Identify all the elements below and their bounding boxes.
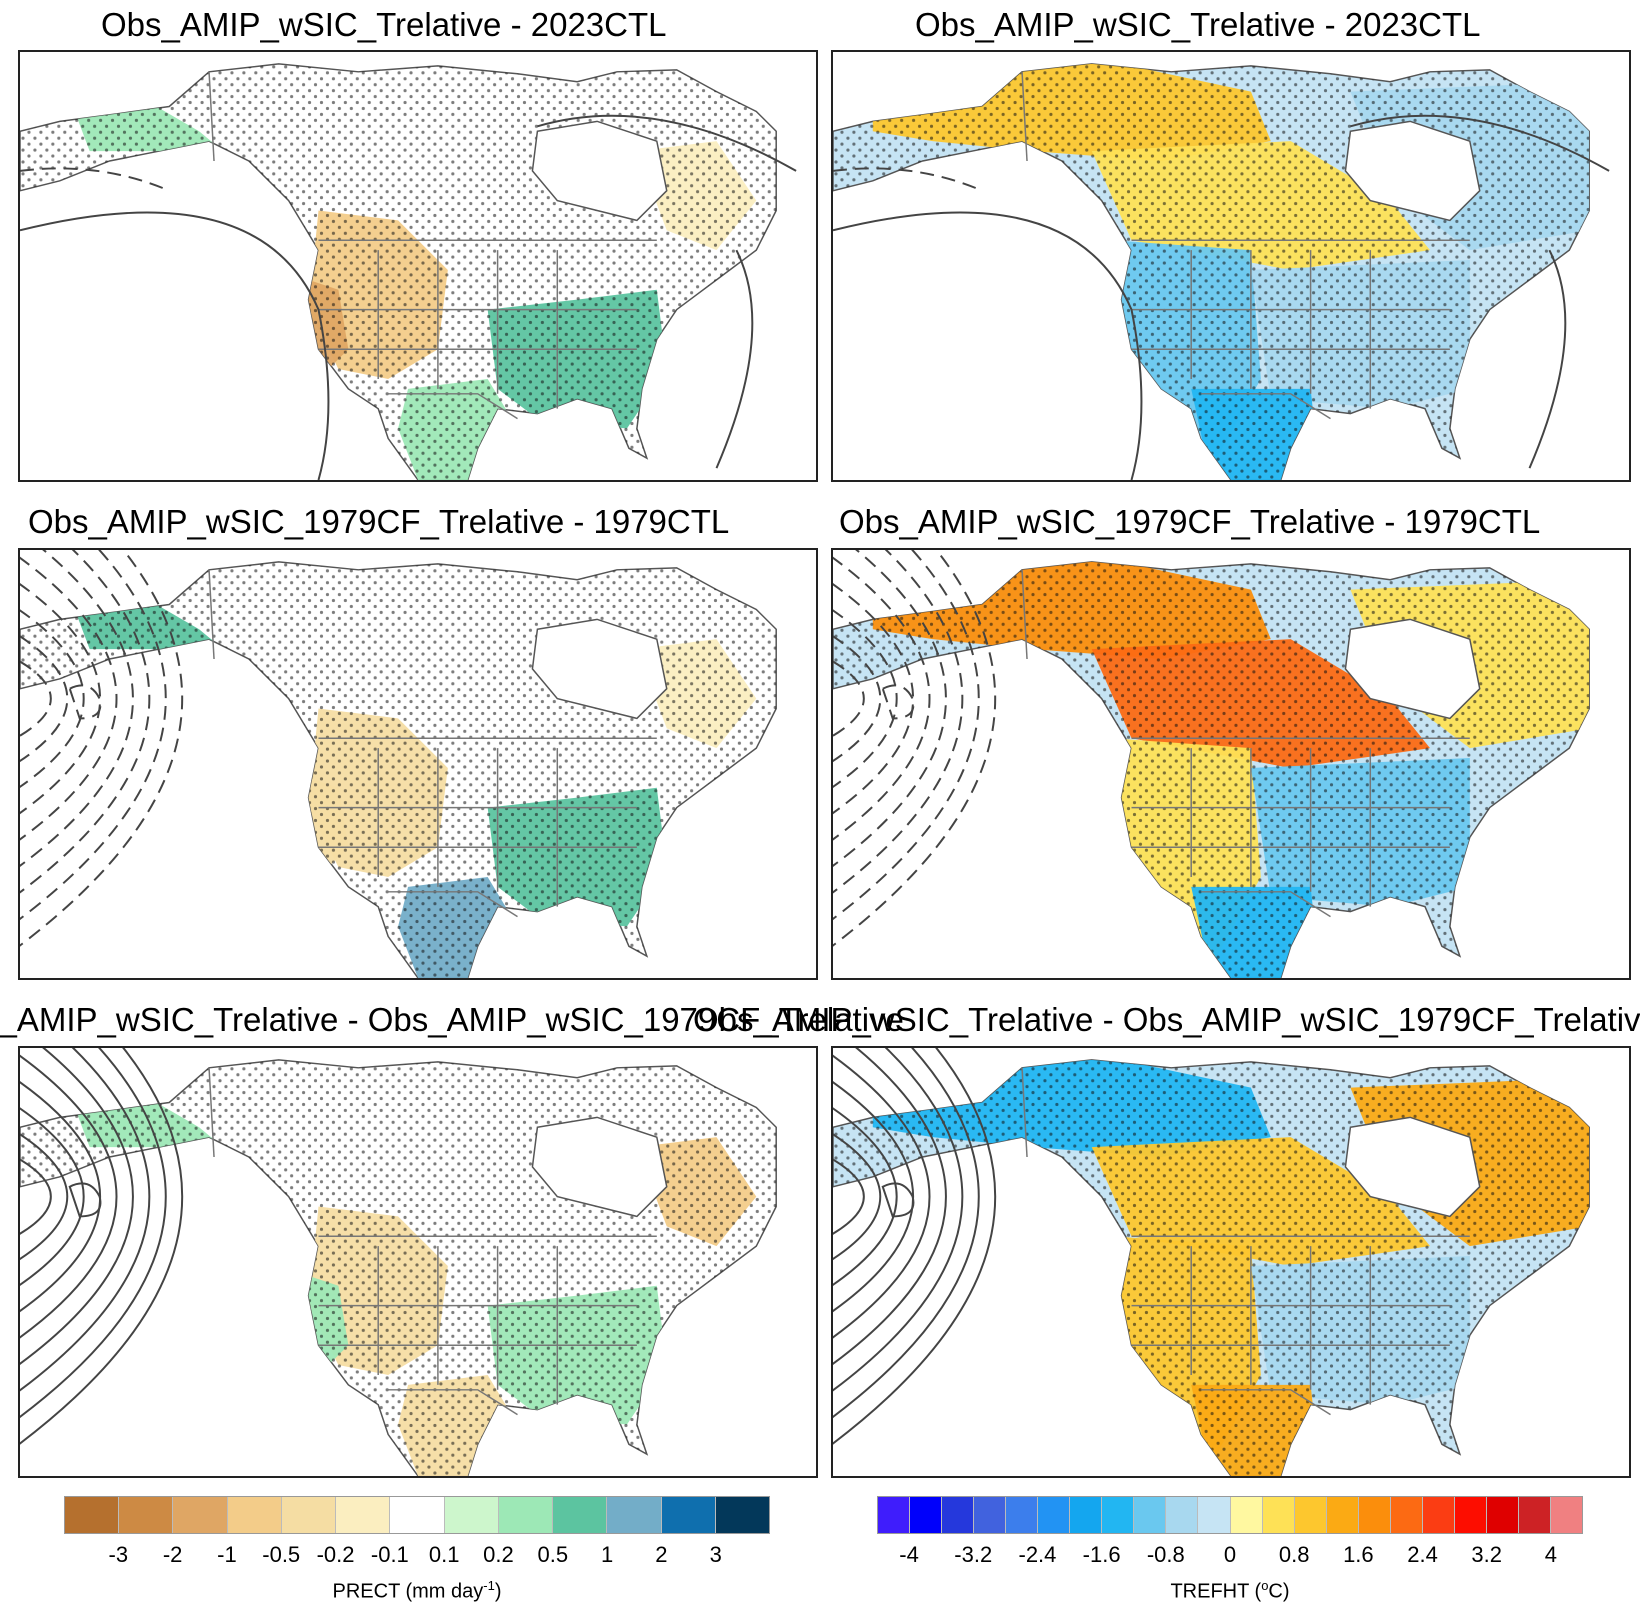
colorbar-tick-label: 3 <box>709 1542 722 1567</box>
colorbar-cell <box>1294 1497 1327 1533</box>
colorbar-cell <box>1070 1497 1103 1533</box>
significance-stippling <box>833 561 1590 978</box>
colorbar-cell <box>910 1497 943 1533</box>
map-panel-6 <box>831 1046 1631 1478</box>
colorbar-cell <box>173 1497 228 1533</box>
colorbar-cell <box>607 1497 662 1533</box>
colorbar-tick-label: 0.2 <box>483 1542 514 1567</box>
colorbar-tick-label: -1.6 <box>1082 1542 1121 1567</box>
hudson-bay <box>531 1116 668 1218</box>
colorbar-cell <box>1102 1497 1135 1533</box>
map-svg <box>833 550 1590 978</box>
colorbar-cell <box>227 1497 282 1533</box>
colorbar-cell <box>1038 1497 1071 1533</box>
map-svg <box>20 550 777 978</box>
panel-5-title: Obs_AMIP_wSIC_Trelative - Obs_AMIP_wSIC_… <box>0 1001 904 1038</box>
colorbar-cell <box>1486 1497 1519 1533</box>
colorbar-tick-label: 0.8 <box>1278 1542 1310 1567</box>
colorbar-cell <box>974 1497 1007 1533</box>
colorbar-cell <box>498 1497 554 1533</box>
colorbar-tick-label: 2.4 <box>1407 1542 1438 1567</box>
colorbar-cell <box>942 1497 975 1533</box>
colorbar-tick-label: 1.6 <box>1343 1542 1374 1567</box>
trefht-colorbar-title: TREFHT (oC) <box>1170 1578 1289 1604</box>
colorbar-cell <box>1198 1497 1231 1533</box>
colorbar-cell <box>1230 1497 1263 1533</box>
prect-title-text: PRECT (mm day <box>332 1580 484 1603</box>
colorbar-cell <box>1550 1497 1583 1533</box>
colorbar-tick-label: 4 <box>1544 1542 1558 1567</box>
panel-4-title: Obs_AMIP_wSIC_1979CF_Trelative - 1979CTL <box>839 503 1541 540</box>
colorbar-tick-label: 3.2 <box>1471 1542 1503 1567</box>
colorbar-cell <box>553 1497 608 1533</box>
colorbar-tick-label: -3 <box>108 1542 129 1567</box>
colorbar-cell <box>119 1497 174 1533</box>
hudson-bay <box>1344 618 1481 720</box>
significance-stippling <box>20 1059 777 1476</box>
colorbar-tick-label: 0 <box>1223 1542 1237 1567</box>
colorbar-cell <box>661 1497 716 1533</box>
colorbar-cell <box>281 1497 337 1533</box>
map-svg <box>833 63 1610 480</box>
colorbar-cell <box>1134 1497 1167 1533</box>
colorbar-cell <box>1390 1497 1423 1533</box>
colorbar-cell <box>1166 1497 1199 1533</box>
colorbar-tick-label: -0.1 <box>370 1542 409 1567</box>
colorbar-cell <box>1518 1497 1551 1533</box>
colorbar-cell <box>1262 1497 1295 1533</box>
prect-title-end: ) <box>494 1580 502 1603</box>
colorbar-cell <box>715 1497 770 1533</box>
colorbar-cell <box>1454 1497 1487 1533</box>
colorbar-tick-label: 0.5 <box>537 1542 569 1567</box>
hudson-bay <box>1344 120 1481 222</box>
colorbar-tick-label: 0.1 <box>428 1542 460 1567</box>
trefht-colorbar <box>877 1496 1583 1534</box>
colorbar-tick-label: -4 <box>899 1542 919 1567</box>
panel-2-title: Obs_AMIP_wSIC_Trelative - 2023CTL <box>915 6 1481 43</box>
map-svg <box>20 1048 777 1476</box>
colorbar-tick-label: -2 <box>162 1542 183 1567</box>
colorbar-tick-label: 2 <box>655 1542 668 1567</box>
colorbar-cell <box>1422 1497 1455 1533</box>
colorbar-tick-label: -0.2 <box>316 1542 355 1567</box>
map-svg <box>833 1048 1590 1476</box>
panel-3-title: Obs_AMIP_wSIC_1979CF_Trelative - 1979CTL <box>28 503 730 540</box>
map-panel-2 <box>831 50 1631 482</box>
trefht-title-sup: o <box>1261 1578 1269 1593</box>
colorbar-cell <box>878 1497 911 1533</box>
colorbar-tick-label: -0.8 <box>1146 1542 1185 1567</box>
colorbar-tick-label: -3.2 <box>954 1542 993 1567</box>
map-panel-1 <box>18 50 818 482</box>
map-panel-4 <box>831 548 1631 980</box>
prect-title-sup: -1 <box>483 1578 495 1593</box>
trefht-title-end: C) <box>1268 1580 1290 1603</box>
significance-stippling <box>833 63 1590 480</box>
colorbar-cell <box>1326 1497 1359 1533</box>
colorbar-cell <box>65 1497 120 1533</box>
colorbar-tick-label: -1 <box>217 1542 237 1567</box>
trefht-title-text: TREFHT ( <box>1170 1580 1262 1603</box>
significance-stippling <box>20 561 777 978</box>
colorbar-tick-label: -2.4 <box>1018 1542 1057 1567</box>
colorbar-cell <box>444 1497 499 1533</box>
prect-colorbar-title: PRECT (mm day-1) <box>333 1578 502 1604</box>
map-svg <box>20 63 797 480</box>
colorbar-tick-label: 1 <box>600 1542 614 1567</box>
colorbar-cell <box>1006 1497 1039 1533</box>
map-panel-3 <box>18 548 818 980</box>
panel-6-title: Obs_AMIP_wSIC_Trelative - Obs_AMIP_wSIC_… <box>693 1001 1640 1038</box>
significance-stippling <box>20 63 777 480</box>
prect-colorbar <box>64 1496 770 1534</box>
colorbar-cell <box>336 1497 391 1533</box>
panel-1-title: Obs_AMIP_wSIC_Trelative - 2023CTL <box>101 6 667 43</box>
hudson-bay <box>531 120 668 222</box>
significance-stippling <box>833 1059 1590 1476</box>
hudson-bay <box>531 618 668 720</box>
colorbar-cell <box>1358 1497 1391 1533</box>
colorbar-tick-label: -0.5 <box>262 1542 301 1567</box>
colorbar-cell <box>390 1497 445 1533</box>
map-panel-5 <box>18 1046 818 1478</box>
hudson-bay <box>1344 1116 1481 1218</box>
